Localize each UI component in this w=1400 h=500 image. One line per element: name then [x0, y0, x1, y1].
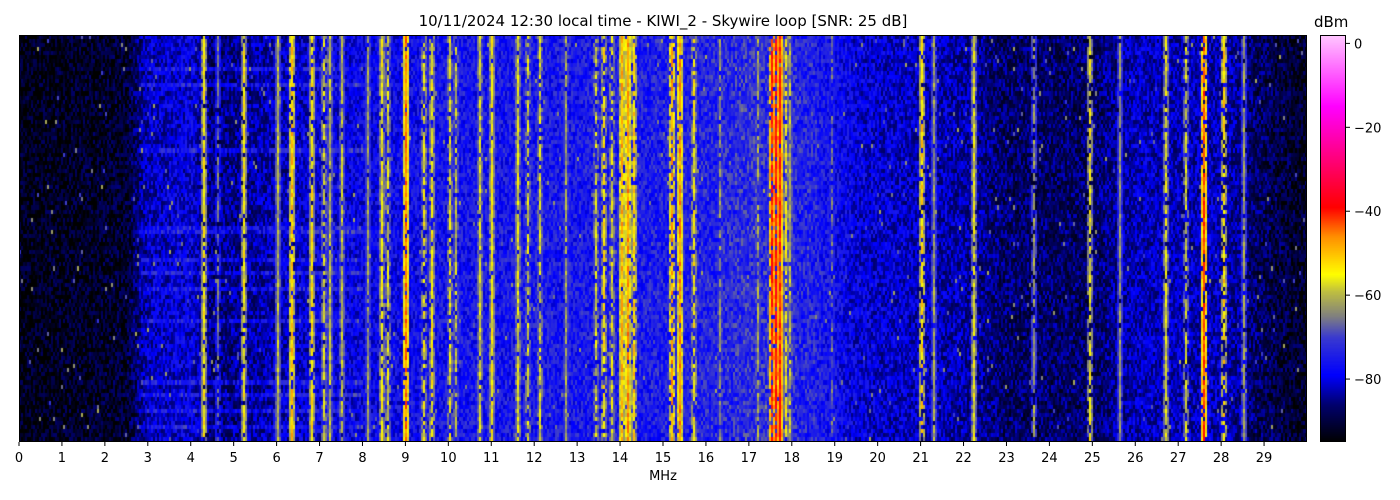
colorbar-tick-label: 0 — [1354, 37, 1362, 52]
x-tick-label: 17 — [741, 451, 758, 466]
x-tick-label: 3 — [144, 451, 152, 466]
x-tick-label: 19 — [826, 451, 843, 466]
x-tick-label: 7 — [315, 451, 323, 466]
x-tick-label: 22 — [955, 451, 972, 466]
x-tick-label: 26 — [1127, 451, 1144, 466]
x-tick-label: 9 — [401, 451, 409, 466]
colorbar — [1320, 35, 1346, 442]
x-tick-label: 12 — [526, 451, 543, 466]
x-tick-label: 8 — [358, 451, 366, 466]
x-tick-label: 2 — [101, 451, 109, 466]
x-tick-label: 29 — [1256, 451, 1273, 466]
x-tick-label: 21 — [912, 451, 929, 466]
x-tick-label: 4 — [187, 451, 195, 466]
colorbar-frame — [1320, 35, 1346, 442]
x-tick-label: 16 — [698, 451, 715, 466]
colorbar-tick-label: −20 — [1354, 121, 1381, 136]
x-tick-label: 25 — [1084, 451, 1101, 466]
x-tick-label: 27 — [1170, 451, 1187, 466]
colorbar-tick-label: −40 — [1354, 205, 1381, 220]
x-tick-label: 15 — [655, 451, 672, 466]
colorbar-tick-label: −80 — [1354, 373, 1381, 388]
spectrogram-heatmap — [19, 35, 1307, 442]
x-tick-label: 5 — [230, 451, 238, 466]
x-tick-label: 6 — [272, 451, 280, 466]
colorbar-label: dBm — [1314, 13, 1349, 31]
chart-title: 10/11/2024 12:30 local time - KIWI_2 - S… — [418, 12, 908, 30]
x-tick-label: 24 — [1041, 451, 1058, 466]
x-tick-label: 14 — [612, 451, 629, 466]
x-axis-label: MHz — [649, 469, 677, 484]
x-tick-label: 0 — [15, 451, 23, 466]
x-tick-label: 23 — [998, 451, 1015, 466]
x-tick-label: 1 — [58, 451, 66, 466]
x-tick-label: 28 — [1213, 451, 1230, 466]
x-tick-label: 20 — [869, 451, 886, 466]
plot-frame — [19, 35, 1307, 442]
x-tick-label: 18 — [784, 451, 801, 466]
colorbar-tick-label: −60 — [1354, 289, 1381, 304]
x-tick-label: 11 — [483, 451, 500, 466]
x-tick-label: 10 — [440, 451, 457, 466]
x-tick-label: 13 — [569, 451, 586, 466]
